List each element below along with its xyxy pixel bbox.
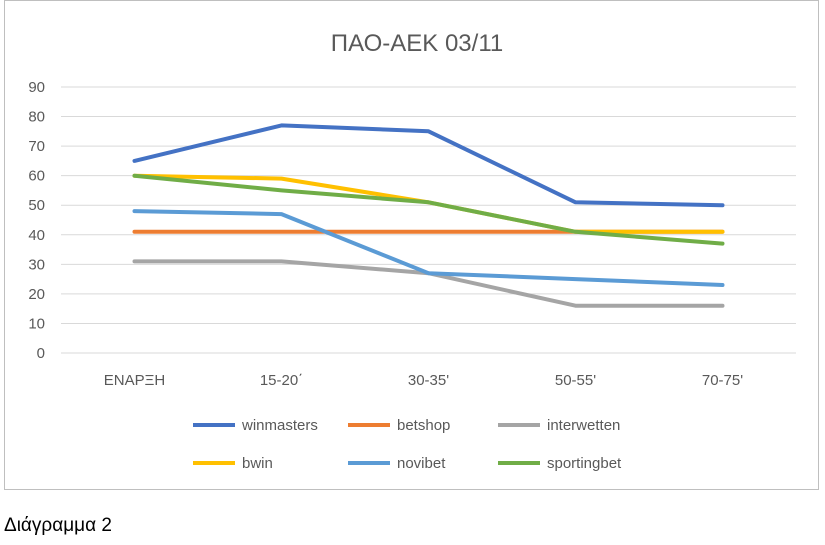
legend-label-betshop: betshop <box>397 417 450 434</box>
legend-label-novibet: novibet <box>397 455 446 472</box>
y-tick-label: 10 <box>28 315 45 332</box>
y-tick-label: 90 <box>28 79 45 96</box>
line-chart: ΠΑΟ-ΑΕΚ 03/11 0 10 20 30 40 50 60 70 80 90 ΕΝΑΡΞΗ 15… <box>28 30 796 472</box>
chart-title: ΠΑΟ-ΑΕΚ 03/11 <box>331 30 503 57</box>
y-tick-label: 40 <box>28 227 45 244</box>
series-line-sportingbet <box>132 173 725 246</box>
legend-label-interwetten: interwetten <box>547 417 620 434</box>
y-tick-label: 70 <box>28 138 45 155</box>
legend-label-winmasters: winmasters <box>241 417 318 434</box>
series-line-winmasters <box>132 123 725 208</box>
x-tick-label: 15-20΄ <box>260 372 303 389</box>
series-line-interwetten <box>132 259 725 308</box>
x-tick-label: 30-35' <box>408 372 449 389</box>
x-tick-label: 50-55' <box>555 372 596 389</box>
x-tick-label: ΕΝΑΡΞΗ <box>104 372 165 389</box>
y-tick-label: 20 <box>28 286 45 303</box>
chart-frame: ΠΑΟ-ΑΕΚ 03/11 0 10 20 30 40 50 60 70 80 90 ΕΝΑΡΞΗ 15… <box>4 0 819 490</box>
y-tick-label: 60 <box>28 168 45 185</box>
series-line-novibet <box>132 209 725 287</box>
legend-label-bwin: bwin <box>242 455 273 472</box>
x-tick-label: 70-75' <box>702 372 743 389</box>
y-tick-label: 50 <box>28 197 45 214</box>
y-tick-label: 30 <box>28 256 45 273</box>
y-tick-label: 80 <box>28 109 45 126</box>
figure-caption: Διάγραμμα 2 <box>4 515 112 536</box>
legend-label-sportingbet: sportingbet <box>547 455 622 472</box>
y-tick-label: 0 <box>37 345 45 362</box>
